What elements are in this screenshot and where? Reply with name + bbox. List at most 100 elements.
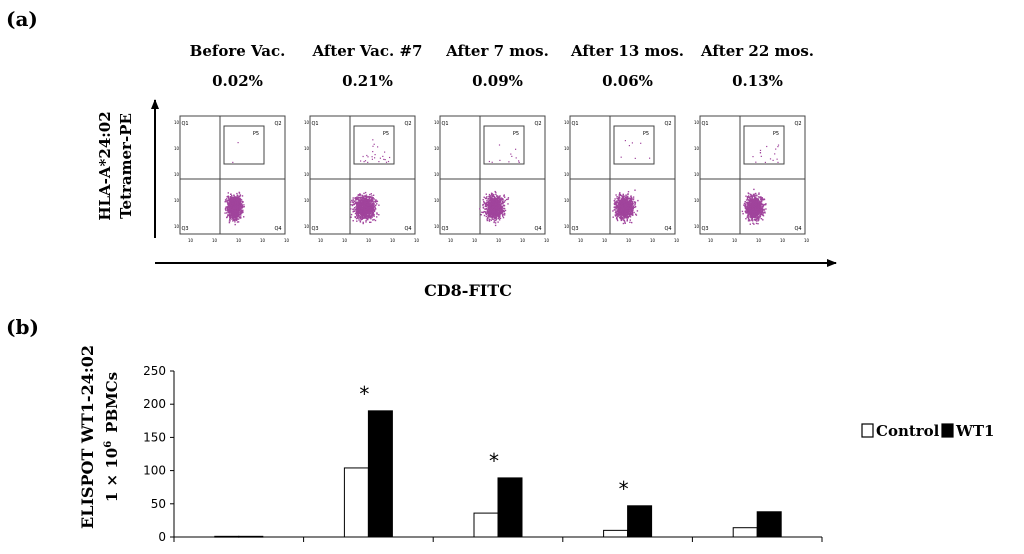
gate-label: P5 <box>513 131 519 137</box>
bar-wt1 <box>367 410 393 538</box>
legend-label-control: Control <box>876 422 940 440</box>
bar-control <box>603 529 629 538</box>
quadrant-label: Q4 <box>404 226 411 232</box>
legend-swatch-control <box>861 423 874 438</box>
flow-plot-title: After 22 mos. <box>700 42 814 60</box>
event-cloud <box>741 144 780 225</box>
flow-plot-percent: 0.09% <box>472 72 523 90</box>
y-tick-label: 10 <box>694 120 700 125</box>
bar-control <box>343 467 369 538</box>
quadrant-label: Q1 <box>701 121 708 127</box>
gate-p5 <box>353 125 395 165</box>
y-tick-label: 10 <box>434 120 440 125</box>
y-tick-label: 10 <box>304 120 310 125</box>
quadrant-label: Q2 <box>794 121 801 127</box>
chart-y-tick-label: 250 <box>143 364 166 378</box>
x-tick-label: 10 <box>448 238 454 243</box>
y-tick-label: 10 <box>564 120 570 125</box>
flow-plot-title: After 13 mos. <box>570 42 684 60</box>
x-tick-label: 10 <box>188 238 194 243</box>
x-tick-label: 10 <box>472 238 478 243</box>
event-cloud <box>350 139 391 225</box>
x-tick-label: 10 <box>602 238 608 243</box>
x-tick-label: 10 <box>318 238 324 243</box>
y-tick-label: 10 <box>434 146 440 151</box>
x-tick-label: 10 <box>496 238 502 243</box>
x-tick-label: 10 <box>708 238 714 243</box>
flow-plot-percent: 0.21% <box>342 72 393 90</box>
gate-p5 <box>223 125 265 165</box>
y-tick-label: 10 <box>434 224 440 229</box>
bar-wt1 <box>497 477 523 538</box>
significance-marker: * <box>489 449 499 473</box>
quadrant-label: Q1 <box>441 121 448 127</box>
y-tick-label: 10 <box>174 146 180 151</box>
flow-plot-percent: 0.06% <box>602 72 653 90</box>
panel-a-label: (a) <box>6 7 38 31</box>
flow-plot: After Vac. #7 0.21% P5 Q1 Q2 Q3 Q4 10 10 10 10 10 10… <box>304 42 423 243</box>
x-tick-label: 10 <box>284 238 290 243</box>
chart-y-tick-label: 0 <box>158 530 166 544</box>
flow-plot-percent: 0.13% <box>732 72 783 90</box>
y-tick-label: 10 <box>564 146 570 151</box>
legend-swatch-wt1 <box>941 423 954 438</box>
y-tick-label: 10 <box>564 198 570 203</box>
quadrant-label: Q4 <box>534 226 541 232</box>
y-tick-label: 10 <box>434 198 440 203</box>
x-tick-label: 10 <box>414 238 420 243</box>
flow-plot-title: Before Vac. <box>190 42 286 60</box>
flow-plot: Before Vac. 0.02% P5 Q1 Q2 Q3 Q4 10 10 10 10 10 10 10… <box>174 42 290 243</box>
y-tick-label: 10 <box>174 120 180 125</box>
x-tick-label: 10 <box>236 238 242 243</box>
x-tick-label: 10 <box>732 238 738 243</box>
quadrant-label: Q4 <box>794 226 801 232</box>
y-tick-label: 10 <box>564 172 570 177</box>
quadrant-label: Q1 <box>181 121 188 127</box>
y-tick-label: 10 <box>174 224 180 229</box>
gate-label: P5 <box>383 131 389 137</box>
chart-y-tick-label: 100 <box>143 464 166 478</box>
y-tick-label: 10 <box>304 172 310 177</box>
gate-p5 <box>483 125 525 165</box>
y-axis-label-line1: HLA-A*24:02 <box>96 111 114 220</box>
event-cloud <box>479 144 520 227</box>
x-tick-label: 10 <box>544 238 550 243</box>
chart-y-tick-label: 50 <box>151 497 166 511</box>
gate-label: P5 <box>253 131 259 137</box>
quadrant-label: Q2 <box>404 121 411 127</box>
significance-marker: * <box>619 477 629 501</box>
y-tick-label: 10 <box>694 172 700 177</box>
flow-plot: After 13 mos. 0.06% P5 Q1 Q2 Q3 Q4 10 10 10 10 10 10… <box>564 42 684 243</box>
ylabel-exponent: 6 <box>103 441 114 448</box>
bar-wt1 <box>238 535 264 538</box>
gate-label: P5 <box>773 131 779 137</box>
bar-control <box>473 512 499 538</box>
bar-control <box>214 535 240 538</box>
x-tick-label: 10 <box>780 238 786 243</box>
quadrant-label: Q1 <box>311 121 318 127</box>
gate-p5 <box>743 125 785 165</box>
chart-ylabel-line1: ELISPOT WT1-24:02 <box>78 345 97 529</box>
x-axis-label: CD8-FITC <box>424 281 512 300</box>
y-tick-label: 10 <box>174 172 180 177</box>
y-tick-label: 10 <box>434 172 440 177</box>
y-tick-label: 10 <box>694 224 700 229</box>
y-tick-label: 10 <box>174 198 180 203</box>
gate-p5 <box>613 125 655 165</box>
bar-wt1 <box>627 505 653 538</box>
event-cloud <box>612 140 651 225</box>
ylabel-suffix: PBMCs <box>103 372 121 433</box>
x-tick-label: 10 <box>756 238 762 243</box>
x-tick-label: 10 <box>578 238 584 243</box>
y-tick-label: 10 <box>564 224 570 229</box>
x-tick-label: 10 <box>260 238 266 243</box>
flow-plot-percent: 0.02% <box>212 72 263 90</box>
x-tick-label: 10 <box>520 238 526 243</box>
quadrant-label: Q1 <box>571 121 578 127</box>
legend-label-wt1: WT1 <box>955 422 994 440</box>
flow-plot-frame <box>569 115 676 235</box>
x-tick-label: 10 <box>366 238 372 243</box>
quadrant-label: Q3 <box>311 226 318 232</box>
y-tick-label: 10 <box>304 198 310 203</box>
quadrant-label: Q2 <box>534 121 541 127</box>
